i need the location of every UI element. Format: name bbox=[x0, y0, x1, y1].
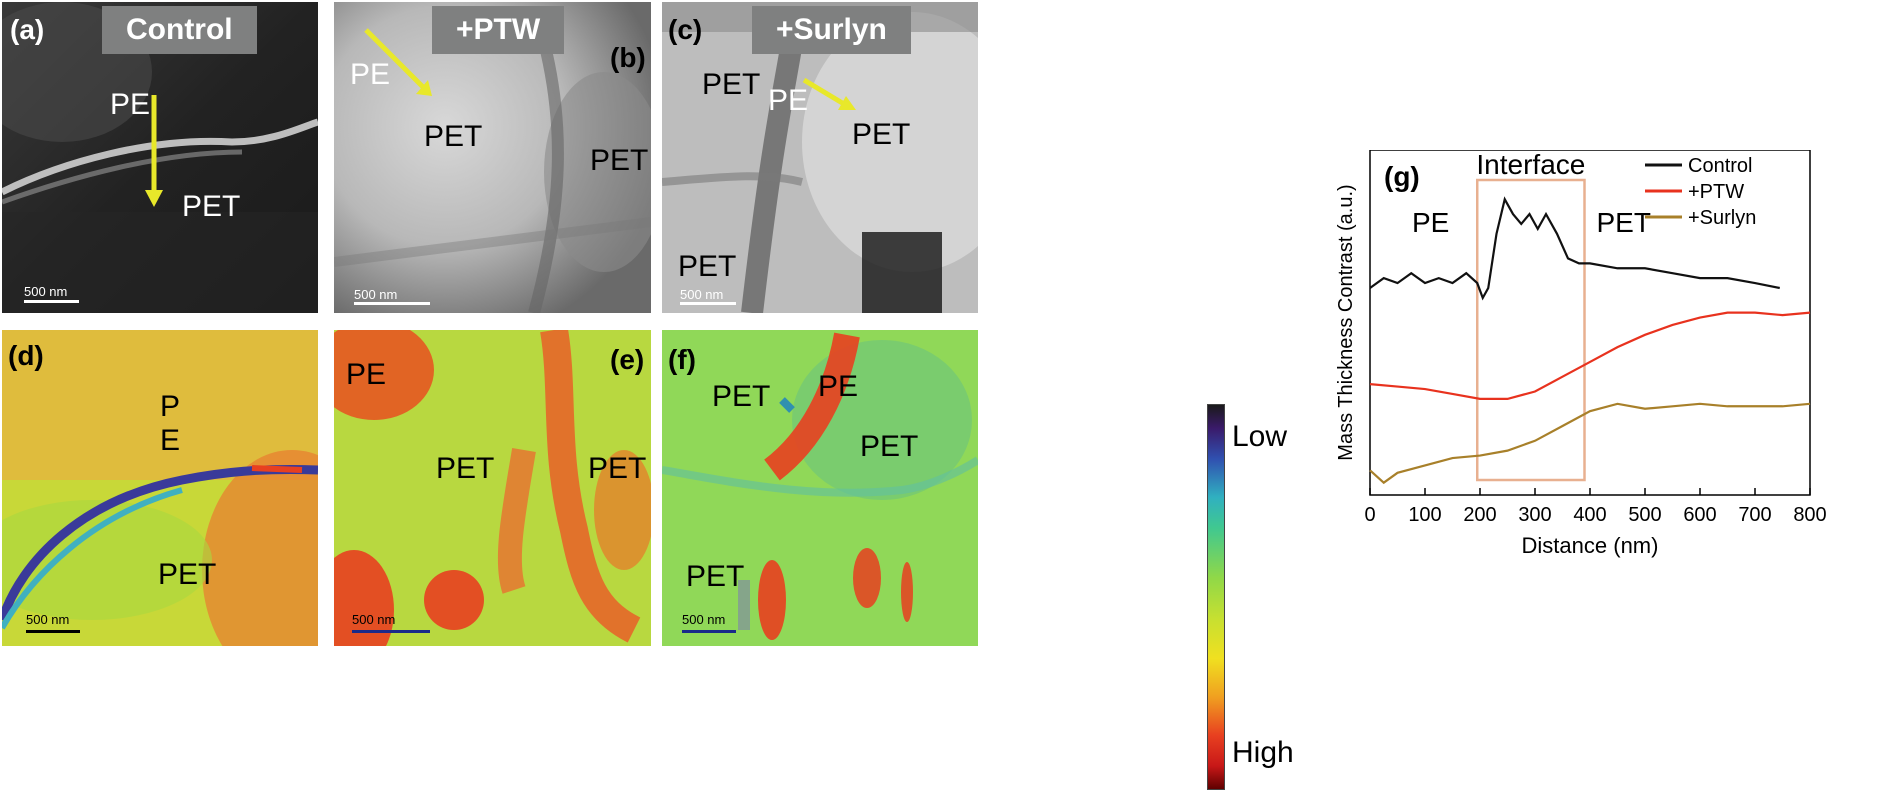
colorbar bbox=[1207, 404, 1225, 790]
panel-a-scalebar: 500 nm bbox=[24, 284, 84, 306]
panel-d-scale-label: 500 nm bbox=[26, 612, 70, 627]
x-tick-label-1: 100 bbox=[1408, 504, 1441, 526]
chart-g: 0 100 200 300 400 500 600 700 800 (g) Interface … bbox=[1335, 150, 1827, 558]
panel-a: (a) Control PE PET 500 nm bbox=[2, 2, 318, 313]
panel-e-scalebar: 500 nm bbox=[352, 612, 432, 636]
legend: Control +PTW +Surlyn bbox=[1645, 155, 1756, 229]
x-axis-label: Distance (nm) bbox=[1522, 533, 1659, 558]
series-line-2 bbox=[1369, 402, 1811, 485]
panel-c-text-pet-2: PET bbox=[852, 118, 911, 151]
panel-a-tag: Control bbox=[102, 6, 257, 54]
x-tick-label-4: 400 bbox=[1573, 504, 1606, 526]
interface-box bbox=[1476, 178, 1586, 482]
series-group bbox=[1369, 196, 1811, 485]
x-tick-label-5: 500 bbox=[1628, 504, 1661, 526]
colorbar-high-label: High bbox=[1232, 736, 1294, 769]
legend-label-2: +Surlyn bbox=[1688, 207, 1756, 229]
x-tick-label-7: 700 bbox=[1738, 504, 1771, 526]
panel-f-text-pe: PE bbox=[818, 370, 859, 403]
interface-annotation: Interface bbox=[1476, 150, 1585, 180]
panel-b-scale-label: 500 nm bbox=[354, 287, 398, 302]
panel-f-scalebar: 500 nm bbox=[682, 612, 742, 636]
panel-c-scale-label: 500 nm bbox=[680, 287, 724, 302]
panel-e-text-pet-1: PET bbox=[436, 452, 495, 485]
panel-f-scale-label: 500 nm bbox=[682, 612, 726, 627]
panel-b-scalebar: 500 nm bbox=[354, 287, 434, 309]
x-tick-label-3: 300 bbox=[1518, 504, 1551, 526]
panel-b-text-pet-1: PET bbox=[424, 120, 483, 153]
panel-d-scalebar: 500 nm bbox=[26, 612, 86, 636]
legend-label-1: +PTW bbox=[1688, 181, 1744, 203]
panel-c-text-pet-3: PET bbox=[678, 250, 737, 283]
thickness-map-e bbox=[334, 330, 651, 646]
thickness-map-d bbox=[2, 330, 318, 646]
colorbar-low-label: Low bbox=[1232, 420, 1288, 453]
panel-a-label: (a) bbox=[10, 14, 45, 45]
panel-b-label: (b) bbox=[610, 42, 646, 73]
panel-d-text-e: E bbox=[160, 424, 181, 457]
panel-e-scale-label: 500 nm bbox=[352, 612, 396, 627]
y-axis-label: Mass Thickness Contrast (a.u.) bbox=[1335, 184, 1357, 460]
panel-c-text-pe: PE bbox=[768, 84, 809, 117]
series-line-1 bbox=[1369, 311, 1811, 400]
panel-d: (d) P E PET 500 nm bbox=[2, 330, 318, 646]
thickness-map-f bbox=[662, 330, 978, 646]
panel-a-text-pe: PE bbox=[110, 88, 151, 121]
panel-d-text-p: P bbox=[160, 390, 181, 423]
panel-c-label: (c) bbox=[668, 14, 703, 45]
x-axis: 0 100 200 300 400 500 600 700 800 bbox=[1364, 488, 1827, 526]
panel-a-scale-label: 500 nm bbox=[24, 284, 68, 299]
panel-b-tag: +PTW bbox=[432, 6, 565, 54]
panel-e: (e) PE PET PET 500 nm bbox=[334, 330, 651, 646]
panel-a-text-pet: PET bbox=[182, 190, 241, 223]
panel-b-text-pet-2: PET bbox=[590, 144, 649, 177]
panel-f-label: (f) bbox=[668, 344, 696, 375]
panel-d-label: (d) bbox=[8, 340, 44, 371]
panel-b-text-pe: PE bbox=[350, 58, 391, 91]
series-line-0 bbox=[1369, 196, 1780, 301]
panel-c-scalebar: 500 nm bbox=[680, 287, 740, 309]
panel-e-text-pe: PE bbox=[346, 358, 387, 391]
panel-g-label: (g) bbox=[1384, 161, 1420, 192]
panel-c: (c) +Surlyn PET PE PET PET 500 nm bbox=[662, 2, 978, 313]
panel-f: (f) PET PE PET PET 500 nm bbox=[662, 330, 978, 646]
panel-f-text-pet-3: PET bbox=[686, 560, 745, 593]
panel-e-text-pet-2: PET bbox=[588, 452, 647, 485]
panel-c-tag: +Surlyn bbox=[752, 6, 911, 54]
panel-d-text-pet: PET bbox=[158, 558, 217, 591]
x-tick-label-0: 0 bbox=[1364, 504, 1375, 526]
panel-b: +PTW (b) PE PET PET 500 nm bbox=[334, 2, 651, 313]
panel-c-text-pet-1: PET bbox=[702, 68, 761, 101]
panel-f-text-pet-1: PET bbox=[712, 380, 771, 413]
x-tick-label-6: 600 bbox=[1683, 504, 1716, 526]
panel-e-label: (e) bbox=[610, 344, 645, 375]
pet-annotation: PET bbox=[1597, 207, 1651, 238]
panel-f-text-pet-2: PET bbox=[860, 430, 919, 463]
legend-label-0: Control bbox=[1688, 155, 1752, 177]
x-tick-label-2: 200 bbox=[1463, 504, 1496, 526]
pe-annotation: PE bbox=[1412, 207, 1449, 238]
x-tick-label-8: 800 bbox=[1793, 504, 1826, 526]
